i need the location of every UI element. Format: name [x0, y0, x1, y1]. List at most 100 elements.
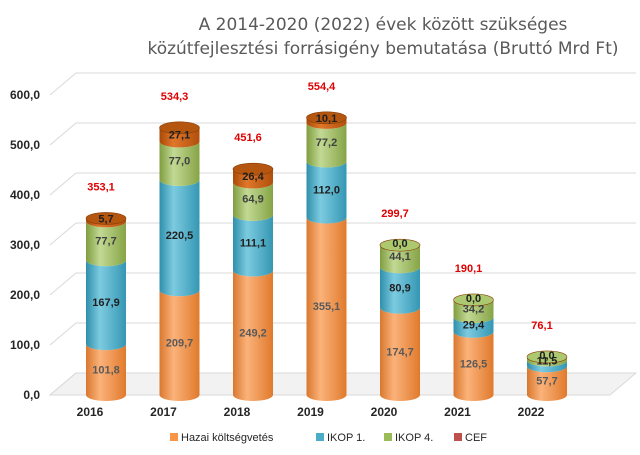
data-label-hazai-k-lts-gvet-s-2019: 355,1	[313, 301, 341, 313]
bar-segment-ikop-4--2019	[306, 122, 347, 168]
data-label-hazai-k-lts-gvet-s-2022: 57,7	[536, 376, 557, 388]
bar-top-cap-2017	[159, 121, 200, 135]
data-label-ikop-4--2020: 44,1	[389, 251, 410, 263]
bar-segment-hazai-k-lts-gvet-s-2018	[233, 270, 273, 401]
legend-swatch	[384, 433, 392, 441]
bar-top-cap-2019	[306, 111, 347, 125]
data-label-cef-2018: 26,4	[242, 171, 264, 183]
bar-top-cap-2020	[379, 238, 421, 252]
data-label-ikop-4--2017: 77,0	[169, 156, 190, 168]
y-tick-label: 300,0	[10, 238, 40, 252]
bar-segment-ikop-4--2018	[233, 182, 273, 221]
data-label-ikop-1--2018: 111,1	[240, 238, 266, 250]
total-label-2020: 299,7	[381, 208, 409, 220]
legend-swatch	[454, 433, 462, 441]
bar-segment-cef-2016	[86, 218, 126, 228]
bar-group-2020: 174,7 80,9 44,10,0 299,7	[379, 208, 421, 401]
x-category-label: 2017	[150, 405, 177, 419]
legend-label: IKOP 1.	[327, 432, 365, 444]
chart-title: A 2014-2020 (2022) évek között szükséges…	[147, 15, 618, 59]
total-label-2019: 554,4	[308, 81, 336, 93]
x-category-label: 2022	[518, 405, 545, 419]
y-tick-label: 0,0	[23, 388, 40, 402]
legend-item: CEF	[454, 432, 487, 444]
total-label-2017: 534,3	[161, 91, 189, 103]
bar-top-cap-2022	[526, 350, 568, 364]
x-category-label: 2021	[444, 405, 471, 419]
bar-group-2021: 126,5 29,4 34,20,0 190,1	[453, 263, 494, 401]
legend-swatch	[170, 433, 178, 441]
y-tick-label: 600,0	[10, 88, 40, 102]
y-tick-label: 200,0	[10, 288, 40, 302]
data-label-ikop-1--2020: 80,9	[389, 282, 410, 294]
bar-group-2016: 101,8 167,9 77,7 5,7 353,1	[85, 181, 127, 401]
data-label-ikop-4--2018: 64,9	[242, 194, 263, 206]
data-label-cef-2017: 27,1	[169, 130, 190, 142]
bar-segment-hazai-k-lts-gvet-s-2016	[86, 344, 126, 401]
bar-segment-hazai-k-lts-gvet-s-2019	[306, 217, 347, 401]
data-label-cef-2019: 10,1	[316, 113, 337, 125]
legend-item: IKOP 4.	[384, 432, 433, 444]
data-label-ikop-1--2019: 112,0	[313, 184, 340, 196]
legend: Hazai költségvetés IKOP 1. IKOP 4. CEF	[170, 432, 487, 444]
legend-label: IKOP 4.	[395, 432, 433, 444]
gridline-side	[49, 72, 77, 96]
bar-segment-cef-2017	[159, 127, 200, 148]
bar-group-2018: 249,2 111,1 64,9 26,4 451,6	[232, 132, 274, 401]
data-label-hazai-k-lts-gvet-s-2016: 101,8	[92, 365, 120, 377]
bar-top-cap-2016	[85, 212, 127, 225]
bar-segment-ikop-4--2022	[527, 356, 567, 367]
bar-group-2022: 57,7 11,50,0 76,1	[526, 320, 568, 401]
legend-item: Hazai költségvetés	[170, 432, 274, 444]
bar-group-2019: 355,1 112,0 77,2 10,1 554,4	[306, 81, 347, 401]
chart-title-line-1: A 2014-2020 (2022) évek között szükséges	[199, 15, 568, 35]
data-label-ikop-4--2016: 77,7	[95, 236, 116, 248]
legend-swatch	[316, 433, 324, 441]
side-wall-edge	[49, 372, 77, 396]
gridline-side	[49, 172, 77, 196]
y-tick-label: 500,0	[10, 138, 40, 152]
total-label-2016: 353,1	[87, 181, 115, 193]
bar-top-cap-2018	[232, 162, 274, 176]
bar-segment-ikop-1--2018	[233, 214, 273, 277]
bar-segment-cef-2018	[233, 169, 273, 189]
total-label-2021: 190,1	[455, 263, 483, 275]
data-label-ikop-1--2016: 167,9	[92, 297, 120, 309]
data-label-cef-2021: 0,0	[466, 293, 481, 305]
data-label-cef-2020: 0,0	[392, 238, 407, 250]
data-label-hazai-k-lts-gvet-s-2020: 174,7	[386, 346, 414, 358]
total-label-2018: 451,6	[234, 132, 262, 144]
x-category-label: 2020	[371, 405, 398, 419]
bar-segment-hazai-k-lts-gvet-s-2017	[159, 290, 200, 401]
x-category-label: 2016	[77, 405, 104, 419]
bar-segment-cef-2019	[306, 117, 347, 129]
legend-label: Hazai költségvetés	[181, 432, 274, 444]
x-category-label: 2019	[297, 405, 324, 419]
bars: 101,8 167,9 77,7 5,7 353,1 209,7 220,5 77,0 27,1…	[85, 81, 568, 401]
data-label-ikop-1--2021: 29,4	[463, 319, 485, 331]
data-label-ikop-4--2021: 34,2	[463, 304, 484, 316]
chart-title-line-2: közútfejlesztési forrásigény bemutatása …	[147, 39, 618, 59]
data-label-ikop-1--2017: 220,5	[166, 230, 194, 242]
y-tick-label: 400,0	[10, 188, 40, 202]
data-label-hazai-k-lts-gvet-s-2017: 209,7	[166, 338, 194, 350]
legend-item: IKOP 1.	[316, 432, 365, 444]
gridline-side	[49, 222, 77, 246]
gridline-side	[49, 122, 77, 146]
x-category-label: 2018	[224, 405, 251, 419]
data-label-ikop-4--2019: 77,2	[316, 137, 337, 149]
data-label-cef-2022: 0,0	[539, 350, 554, 362]
bar-segment-ikop-1--2019	[306, 161, 347, 224]
data-label-hazai-k-lts-gvet-s-2021: 126,5	[460, 358, 488, 370]
bar-segment-hazai-k-lts-gvet-s-2022	[527, 366, 567, 401]
bar-segment-ikop-4--2016	[86, 221, 126, 267]
y-axis-tick-labels: 0,0 100,0 200,0 300,0 400,0 500,0 600,0	[10, 88, 40, 402]
bar-segment-ikop-1--2016	[86, 260, 126, 351]
bar-segment-ikop-4--2020	[380, 245, 420, 274]
y-tick-label: 100,0	[10, 338, 40, 352]
bar-segment-ikop-1--2022	[527, 360, 567, 373]
legend-label: CEF	[465, 432, 487, 444]
data-label-ikop-1--2022: 11,5	[537, 355, 558, 367]
bar-segment-ikop-1--2020	[380, 267, 420, 314]
